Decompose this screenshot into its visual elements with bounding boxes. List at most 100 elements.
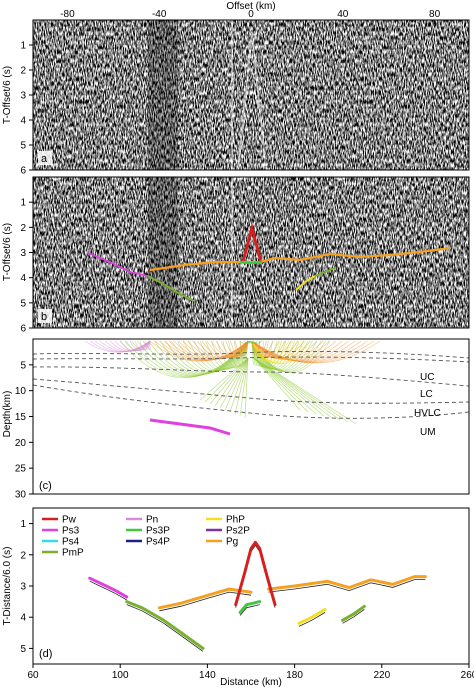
panel-d-ytick-label: 2 [20,550,26,561]
panel-d-xticks: 60 100 140 180 220 260 [27,664,474,681]
pick-pmp-right [314,267,336,277]
panel-b-ytick-label: 1 [20,198,26,209]
series-ps3p [238,600,262,614]
layer-label-um: UM [420,427,436,438]
panel-b: 1 2 3 4 5 6 T-Offset/6 (s) b [2,176,470,335]
panel-a-ytick-label: 2 [20,66,26,77]
panel-a-xtick-label: -40 [152,9,167,20]
series-pg-calc [268,579,426,593]
panel-d-ytick-label: 1 [20,519,26,530]
panel-d-legend: Pw Pn PhP Ps3 Ps3P Ps2P Ps4 Ps4P Pg PmP [42,515,250,559]
ray-pmp-reflect [224,357,249,411]
series-pg [266,575,427,591]
panel-b-seismogram [33,177,469,328]
panel-a-ytick-label: 3 [20,91,26,102]
panel-b-ytick-label: 5 [20,298,26,309]
panel-b-yticks: 1 2 3 4 5 6 [20,198,33,335]
panel-a-xtick-label: 0 [248,9,254,20]
panel-c-label: (c) [39,480,52,492]
layer-label-hvlc: HVLC [414,408,441,419]
panel-d-xtick-label: 260 [461,670,474,681]
panel-d-series [88,540,427,652]
panel-b-label: b [41,311,47,323]
ray-pmp-reflect [214,357,249,407]
panel-c-ytick-label: 30 [15,490,27,501]
series-pmp-calc [342,608,365,624]
legend-label-pg: Pg [226,537,238,548]
panel-a-label: a [41,153,48,165]
series-pg-calc [159,591,252,612]
panel-a-ytick-label: 6 [20,166,26,177]
layer-label-lc: LC [420,389,433,400]
panel-a-ylabel: T-Offset/6 (s) [2,66,13,124]
legend-label-pw: Pw [62,515,77,526]
ray-pmp-left [216,340,249,369]
ray-pg-left [230,340,249,357]
pick-pw [241,222,263,263]
ray-php [251,340,311,365]
series-pmp-calc [126,604,204,652]
series-ps3p-calc [239,604,260,616]
panel-d-ytick-label: 4 [20,613,26,624]
panel-d-xtick-label: 180 [286,670,303,681]
panel-a-xtick-label: 40 [337,9,349,20]
layer-label-uc: UC [420,372,434,383]
panel-c-layer-boundaries [32,350,470,419]
ray-pmp-reflect [199,357,249,401]
ray-pmp-reflect [253,357,317,415]
panel-a-xtick-label: 80 [429,9,441,20]
ray-pg-left [220,340,249,358]
panel-c-ytick-label: 10 [15,386,27,397]
ray-ps3 [124,340,151,351]
legend-label-ps3p: Ps3P [146,526,170,537]
series-pw [234,540,277,607]
ray-pmp-reflect [209,357,249,405]
series-pg [157,587,253,610]
panel-d-label: (d) [39,648,52,660]
panel-c-ytick-label: 20 [15,438,27,449]
panel-b-ytick-label: 3 [20,248,26,259]
series-php-calc [298,612,326,627]
ray-pg-left [216,340,249,358]
panel-b-ytick-label: 6 [20,324,26,335]
ray-pmp-reflect [244,357,249,419]
panel-c-ylabel: Depth(km) [2,391,13,438]
legend-label-ps3: Ps3 [62,526,80,537]
ray-pg-left [206,340,249,358]
panel-d-xlabel: Distance (km) [220,677,282,688]
ray-pg-right [251,340,261,356]
panel-d-xtick-label: 60 [27,670,39,681]
ray-pmp-reflect [234,357,249,415]
panel-c-raypaths [84,340,381,436]
pick-pmp-left [147,275,195,302]
panel-c-background [33,339,469,494]
ray-pmp-reflect [253,357,349,423]
panel-a-dark-band [148,20,178,170]
panel-a-ytick-label: 1 [20,41,26,52]
panel-a-ytick-label: 5 [20,141,26,152]
ray-pmp-reflect [253,357,325,417]
legend-label-ps4: Ps4 [62,537,80,548]
legend-label-ps2p: Ps2P [226,526,250,537]
panel-b-ytick-label: 2 [20,223,26,234]
panel-b-ylabel: T-Offset/6 (s) [2,223,13,281]
ray-pmp-reflect [219,357,249,409]
panel-a-yticks: 1 2 3 4 5 6 [20,41,33,177]
panel-d-ylabel: T-Distance/6.0 (s) [2,547,13,626]
ray-ps3 [114,340,151,352]
ray-pg-right [251,340,381,364]
legend-label-php: PhP [226,515,245,526]
ray-ps3 [134,340,151,351]
ray-ps3-head [149,418,231,436]
pick-ps3 [87,252,149,277]
ray-ps3p [249,340,263,344]
panel-d-xtick-label: 140 [199,670,216,681]
panel-a-xticks: -80 -40 0 40 80 [60,9,441,24]
panel-d-xtick-label: 100 [112,670,129,681]
panel-c: 5 10 15 20 25 30 Depth(km) UC LC HVLC UM (c) [2,338,470,501]
ray-pmp-reflect [253,357,309,413]
series-pmp [341,604,366,622]
ray-pmp-reflect [229,357,249,413]
